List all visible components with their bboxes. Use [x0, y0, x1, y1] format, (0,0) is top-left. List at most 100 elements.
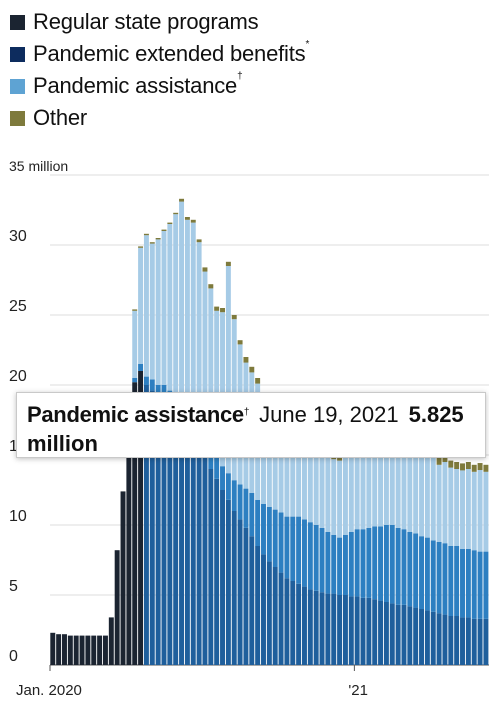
bar-other[interactable]	[460, 463, 465, 471]
bar-regular[interactable]	[126, 441, 132, 665]
bar-peuc[interactable]	[284, 516, 290, 579]
bar-peuc[interactable]	[266, 506, 272, 562]
bar-pua[interactable]	[307, 449, 313, 523]
bar-other[interactable]	[138, 246, 144, 248]
bar-pua[interactable]	[378, 448, 384, 527]
legend-item-other[interactable]: Other	[10, 102, 309, 134]
bar-pua[interactable]	[454, 469, 460, 546]
bar-other[interactable]	[477, 463, 483, 471]
bar-peuc[interactable]	[413, 533, 419, 608]
bar-other[interactable]	[448, 460, 454, 468]
bar-pua[interactable]	[430, 457, 436, 541]
bar-peuc[interactable]	[331, 534, 337, 594]
bar-pua[interactable]	[395, 449, 401, 528]
bar-regular[interactable]	[149, 390, 155, 665]
bar-peuc[interactable]	[389, 525, 395, 604]
bar-regular[interactable]	[173, 413, 179, 665]
bar-regular[interactable]	[67, 635, 73, 665]
bar-pua[interactable]	[460, 470, 465, 549]
bar-regular[interactable]	[266, 561, 272, 665]
bar-other[interactable]	[143, 233, 149, 236]
bar-peuc[interactable]	[460, 548, 465, 618]
bar-regular[interactable]	[307, 589, 313, 665]
bar-peuc[interactable]	[325, 532, 331, 594]
bar-regular[interactable]	[360, 597, 366, 665]
bar-peuc[interactable]	[477, 551, 483, 619]
bar-other[interactable]	[436, 457, 442, 465]
bar-peuc[interactable]	[149, 379, 155, 391]
bar-peuc[interactable]	[255, 499, 261, 546]
bar-other[interactable]	[214, 306, 220, 311]
bar-regular[interactable]	[296, 583, 302, 665]
bar-regular[interactable]	[202, 457, 208, 665]
bar-peuc[interactable]	[290, 516, 296, 581]
bar-regular[interactable]	[477, 618, 483, 665]
bar-other[interactable]	[173, 212, 179, 215]
bar-pua[interactable]	[278, 425, 284, 513]
bar-pua[interactable]	[155, 239, 161, 385]
bar-other[interactable]	[184, 217, 190, 220]
bar-peuc[interactable]	[448, 546, 454, 616]
bar-regular[interactable]	[424, 610, 430, 665]
bar-regular[interactable]	[342, 595, 348, 665]
bar-regular[interactable]	[354, 596, 360, 665]
bar-other[interactable]	[442, 455, 448, 462]
bar-pua[interactable]	[143, 235, 149, 377]
bar-regular[interactable]	[143, 385, 149, 665]
bar-pua[interactable]	[331, 459, 337, 535]
bar-peuc[interactable]	[319, 527, 325, 593]
bar-regular[interactable]	[249, 536, 255, 665]
bar-pua[interactable]	[360, 450, 366, 530]
bar-regular[interactable]	[465, 617, 471, 665]
bar-regular[interactable]	[114, 550, 120, 665]
bar-regular[interactable]	[407, 606, 413, 665]
bar-pua[interactable]	[208, 288, 214, 450]
bar-other[interactable]	[196, 239, 202, 243]
bar-regular[interactable]	[237, 519, 243, 665]
bar-peuc[interactable]	[313, 525, 319, 591]
bar-pua[interactable]	[184, 219, 190, 412]
bar-regular[interactable]	[179, 420, 185, 665]
bar-pua[interactable]	[179, 201, 185, 406]
bar-other[interactable]	[465, 462, 471, 469]
bar-pua[interactable]	[436, 464, 442, 542]
bar-other[interactable]	[237, 340, 243, 345]
bar-peuc[interactable]	[442, 543, 448, 615]
bar-regular[interactable]	[301, 586, 307, 665]
bar-regular[interactable]	[395, 604, 401, 665]
bar-pua[interactable]	[214, 310, 220, 458]
bar-pua[interactable]	[424, 457, 430, 538]
bar-pua[interactable]	[337, 460, 343, 538]
bar-other[interactable]	[243, 357, 249, 363]
bar-other[interactable]	[179, 198, 185, 202]
bar-regular[interactable]	[348, 596, 354, 665]
bar-peuc[interactable]	[337, 537, 343, 595]
bar-regular[interactable]	[231, 511, 237, 665]
bar-regular[interactable]	[454, 616, 460, 665]
bar-regular[interactable]	[190, 434, 196, 665]
bar-regular[interactable]	[225, 499, 231, 665]
bar-peuc[interactable]	[132, 378, 138, 383]
bar-regular[interactable]	[290, 581, 296, 665]
bar-regular[interactable]	[430, 611, 436, 665]
bar-regular[interactable]	[337, 595, 343, 665]
bar-regular[interactable]	[460, 617, 465, 665]
bar-other[interactable]	[231, 315, 237, 320]
bar-other[interactable]	[132, 309, 138, 311]
bar-regular[interactable]	[108, 617, 114, 665]
bar-pua[interactable]	[319, 449, 325, 528]
bar-regular[interactable]	[102, 635, 108, 665]
bar-regular[interactable]	[255, 546, 261, 665]
bar-peuc[interactable]	[354, 529, 360, 597]
bar-pua[interactable]	[407, 448, 413, 532]
bar-regular[interactable]	[161, 399, 167, 665]
bar-other[interactable]	[155, 238, 161, 240]
bar-regular[interactable]	[220, 490, 225, 665]
bar-other[interactable]	[161, 229, 167, 231]
bar-peuc[interactable]	[138, 364, 144, 371]
bar-regular[interactable]	[97, 635, 103, 665]
bar-pua[interactable]	[149, 243, 155, 380]
bar-peuc[interactable]	[208, 449, 214, 469]
bar-regular[interactable]	[243, 527, 249, 665]
bar-peuc[interactable]	[231, 480, 237, 511]
